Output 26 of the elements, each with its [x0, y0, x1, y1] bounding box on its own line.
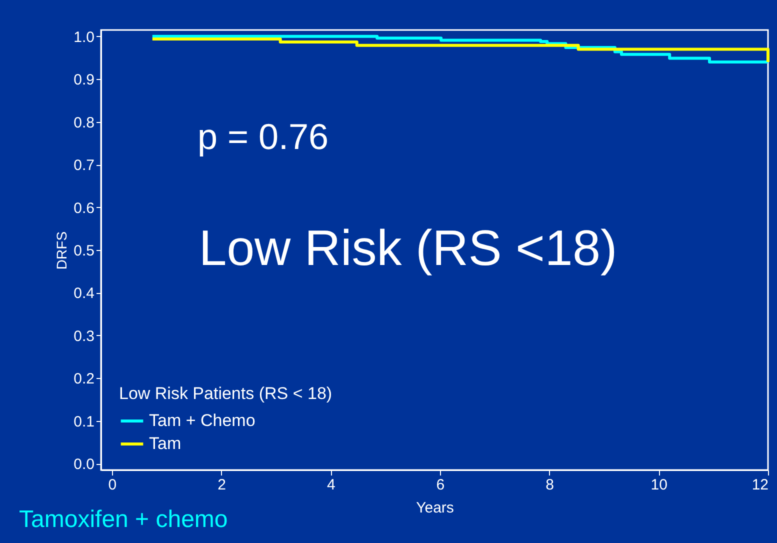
y-tick-label: 0.1: [74, 413, 94, 430]
x-tick-label: 4: [326, 476, 336, 494]
legend-label: Tam: [149, 434, 182, 453]
y-tick-label: 0.4: [74, 285, 94, 302]
annotation: p = 0.76: [197, 116, 329, 157]
y-tick-label: 0.0: [74, 456, 94, 474]
x-tick-label: 12: [752, 476, 768, 494]
x-tick-label: 2: [218, 476, 226, 494]
y-tick-label: 0.3: [74, 328, 94, 345]
x-tick-label: 10: [650, 476, 668, 494]
annotation: Low Risk (RS <18): [198, 220, 618, 276]
y-tick-label: 1.0: [74, 28, 94, 46]
y-axis-title: DRFS: [54, 231, 70, 270]
y-tick-label: 0.8: [74, 114, 94, 132]
x-tick-label: 8: [546, 476, 554, 494]
y-tick-label: 0.9: [74, 72, 94, 89]
legend-label: Tam + Chemo: [149, 411, 256, 430]
y-tick-label: 0.2: [74, 370, 94, 388]
x-axis-title: Years: [416, 500, 454, 516]
y-tick-label: 0.5: [74, 242, 94, 260]
text: Tamoxifen + chemo: [19, 506, 228, 533]
x-tick-label: 0: [108, 476, 117, 494]
x-tick-label: 6: [436, 476, 445, 494]
y-tick-label: 0.7: [74, 157, 94, 174]
legend-title: Low Risk Patients (RS < 18): [119, 384, 332, 403]
y-tick-label: 0.6: [74, 200, 94, 217]
